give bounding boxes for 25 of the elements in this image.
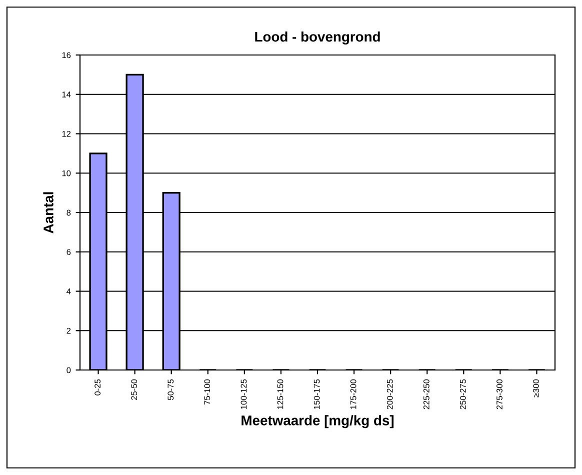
x-tick-label: 100-125 [240, 379, 247, 409]
x-tick-label: 0-25 [94, 379, 101, 396]
x-tick-label: 200-225 [386, 379, 393, 410]
y-tick-label: 6 [66, 249, 71, 255]
y-tick-label: 8 [66, 210, 71, 216]
y-tick-label: 12 [62, 130, 71, 137]
x-tick-label: 225-250 [423, 379, 430, 410]
x-tick-label: 175-200 [350, 379, 356, 409]
y-tick-label: 14 [62, 92, 71, 98]
x-tick-label: ≥300 [533, 379, 539, 398]
x-tick-label: 50-75 [168, 379, 174, 400]
x-tick-label: 25-50 [131, 379, 138, 400]
x-axis-title: Meetwaarde [mg/kg ds] [242, 415, 394, 428]
chart-title: Lood - bovengrond [255, 31, 380, 45]
y-tick-label: 16 [62, 52, 71, 58]
y-tick-label: 10 [62, 170, 71, 176]
x-tick-label: 250-275 [460, 379, 466, 410]
x-tick-label: 150-175 [314, 379, 320, 409]
y-tick-label: 0 [66, 367, 71, 374]
y-tick-label: 2 [66, 328, 71, 334]
x-tick-label: 275-300 [496, 379, 502, 410]
x-tick-label: 75-100 [204, 379, 210, 405]
y-tick-label: 4 [66, 288, 71, 294]
x-tick-label: 125-150 [277, 379, 284, 409]
y-axis-title: Aantal [43, 192, 54, 234]
